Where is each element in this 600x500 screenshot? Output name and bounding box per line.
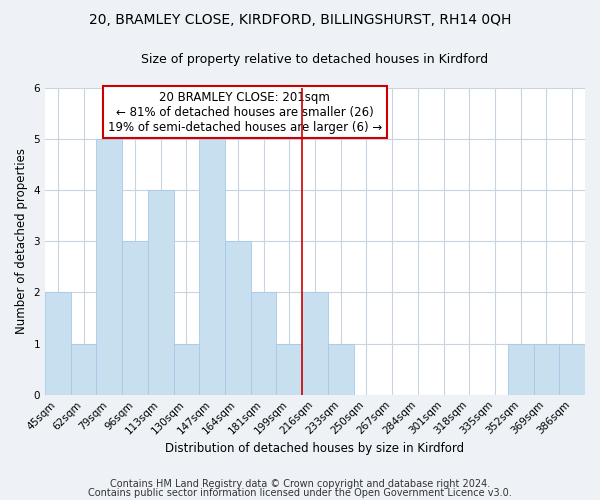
Bar xyxy=(71,344,97,394)
Text: 20, BRAMLEY CLOSE, KIRDFORD, BILLINGSHURST, RH14 0QH: 20, BRAMLEY CLOSE, KIRDFORD, BILLINGSHUR… xyxy=(89,12,511,26)
Bar xyxy=(148,190,173,394)
Bar xyxy=(45,292,71,394)
Title: Size of property relative to detached houses in Kirdford: Size of property relative to detached ho… xyxy=(142,52,488,66)
X-axis label: Distribution of detached houses by size in Kirdford: Distribution of detached houses by size … xyxy=(166,442,464,455)
Bar xyxy=(508,344,533,394)
Bar xyxy=(122,241,148,394)
Bar xyxy=(97,138,122,394)
Bar xyxy=(559,344,585,394)
Bar xyxy=(251,292,277,394)
Text: Contains HM Land Registry data © Crown copyright and database right 2024.: Contains HM Land Registry data © Crown c… xyxy=(110,479,490,489)
Y-axis label: Number of detached properties: Number of detached properties xyxy=(15,148,28,334)
Text: 20 BRAMLEY CLOSE: 201sqm
← 81% of detached houses are smaller (26)
19% of semi-d: 20 BRAMLEY CLOSE: 201sqm ← 81% of detach… xyxy=(108,90,382,134)
Bar xyxy=(533,344,559,394)
Bar xyxy=(173,344,199,394)
Text: Contains public sector information licensed under the Open Government Licence v3: Contains public sector information licen… xyxy=(88,488,512,498)
Bar xyxy=(328,344,353,394)
Bar xyxy=(199,138,225,394)
Bar xyxy=(225,241,251,394)
Bar xyxy=(302,292,328,394)
Bar xyxy=(277,344,302,394)
